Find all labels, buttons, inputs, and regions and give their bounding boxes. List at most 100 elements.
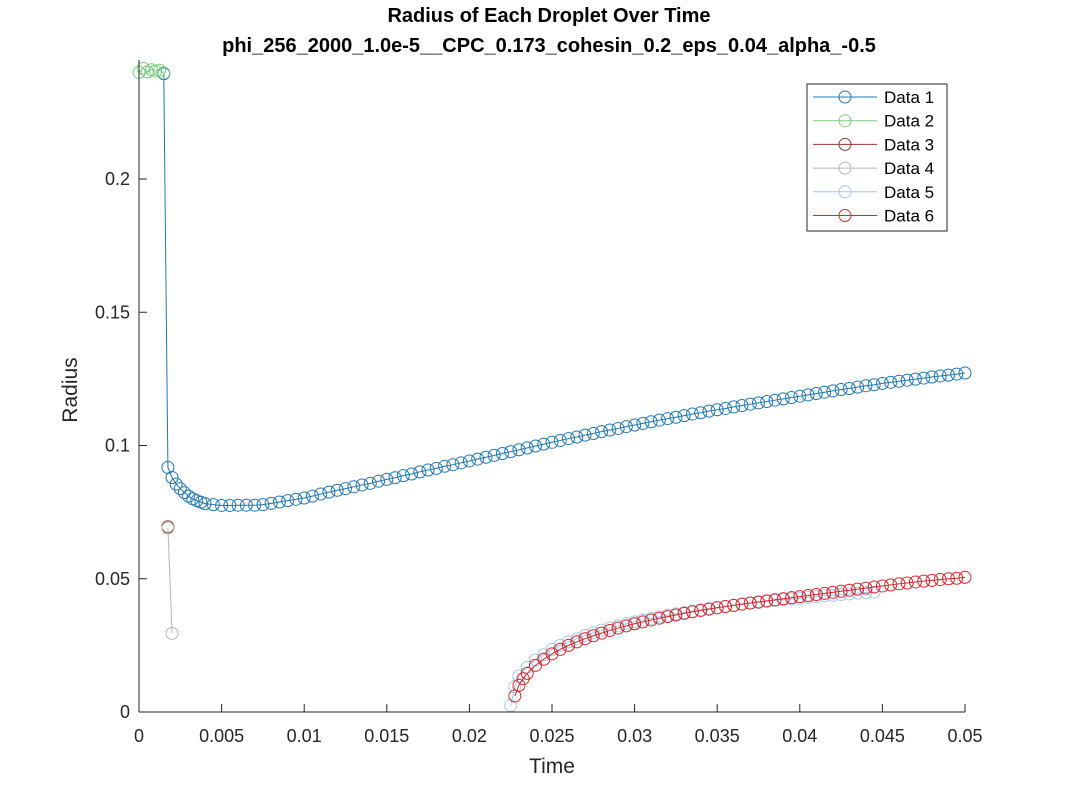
data-point — [875, 579, 889, 593]
y-axis-label: Radius — [59, 357, 82, 422]
data-point — [405, 467, 419, 481]
data-point — [727, 598, 741, 612]
data-point — [702, 602, 716, 616]
data-point — [818, 586, 832, 600]
legend-label: Data 5 — [884, 183, 934, 202]
legend-marker — [838, 90, 852, 104]
data-point — [562, 635, 576, 649]
data-point — [363, 476, 377, 490]
data-point — [694, 603, 708, 617]
legend-item: Data 5 — [813, 183, 934, 202]
data-point — [652, 413, 666, 427]
legend-box — [806, 83, 948, 232]
data-point — [239, 498, 253, 512]
data-point — [570, 635, 584, 649]
data-point — [809, 387, 823, 401]
data-point — [471, 452, 485, 466]
data-point — [760, 395, 774, 409]
data-point — [169, 477, 183, 491]
data-point — [578, 632, 592, 646]
data-point — [941, 368, 955, 382]
data-point — [826, 384, 840, 398]
data-point — [834, 587, 848, 601]
data-point — [562, 432, 576, 446]
data-point — [603, 423, 617, 437]
legend-marker — [838, 137, 852, 151]
data-point — [925, 370, 939, 384]
data-point — [611, 621, 625, 635]
data-point — [735, 399, 749, 413]
data-point — [685, 605, 699, 619]
chart-subtitle: phi_256_2000_1.0e-5__CPC_0.173_cohesin_0… — [222, 35, 876, 57]
data-point — [446, 458, 460, 472]
x-tick-label: 0.045 — [860, 726, 905, 746]
x-tick-label: 0 — [134, 726, 144, 746]
data-point — [710, 403, 724, 417]
data-point — [231, 498, 245, 512]
data-point — [628, 418, 642, 432]
data-point — [867, 580, 881, 594]
data-point — [785, 591, 799, 605]
data-point — [619, 619, 633, 633]
y-ticks: 0 0.05 0.1 0.15 0.2 — [95, 169, 147, 722]
data-point — [908, 372, 922, 386]
data-point — [545, 642, 559, 656]
data-point — [570, 430, 584, 444]
data-point — [743, 397, 757, 411]
data-point — [892, 577, 906, 591]
data-point — [165, 470, 179, 484]
data-point — [545, 647, 559, 661]
data-point — [702, 404, 716, 418]
data-point — [867, 378, 881, 392]
data-point — [479, 450, 493, 464]
data-point — [305, 489, 319, 503]
data-point — [917, 574, 931, 588]
data-point — [136, 61, 150, 75]
data-point — [586, 427, 600, 441]
data-point — [842, 587, 856, 601]
data-point — [578, 428, 592, 442]
data-point — [198, 497, 212, 511]
data-point — [603, 623, 617, 637]
data-point — [553, 638, 567, 652]
legend-item: Data 4 — [813, 159, 934, 178]
data-point — [851, 380, 865, 394]
data-point — [595, 425, 609, 439]
data-point — [694, 406, 708, 420]
data-point — [429, 461, 443, 475]
y-tick-label: 0 — [120, 702, 130, 722]
data-point — [842, 583, 856, 597]
data-point — [206, 498, 220, 512]
x-tick-label: 0.015 — [364, 726, 409, 746]
data-point — [611, 421, 625, 435]
data-point — [826, 585, 840, 599]
data-point — [619, 420, 633, 434]
x-tick-label: 0.05 — [947, 726, 982, 746]
data-point — [161, 521, 175, 535]
legend-label: Data 4 — [884, 159, 934, 178]
data-point — [908, 575, 922, 589]
legend-marker — [838, 114, 852, 128]
series-line — [510, 591, 875, 706]
data-point — [380, 472, 394, 486]
data-point — [933, 369, 947, 383]
series-line — [163, 73, 966, 506]
data-point — [495, 447, 509, 460]
data-point — [834, 383, 848, 397]
data-point — [297, 491, 311, 505]
data-point — [644, 415, 658, 429]
series-4 — [161, 521, 179, 640]
data-point — [248, 498, 262, 512]
data-point — [182, 489, 196, 503]
data-point — [661, 412, 675, 426]
data-point — [636, 416, 650, 430]
x-tick-label: 0.025 — [529, 726, 574, 746]
data-point — [281, 494, 295, 508]
data-point — [153, 63, 167, 77]
data-point — [520, 441, 534, 455]
data-point — [512, 678, 526, 692]
x-tick-label: 0.03 — [617, 726, 652, 746]
y-tick-label: 0.1 — [105, 436, 130, 456]
data-point — [339, 482, 352, 496]
data-point — [809, 587, 823, 601]
